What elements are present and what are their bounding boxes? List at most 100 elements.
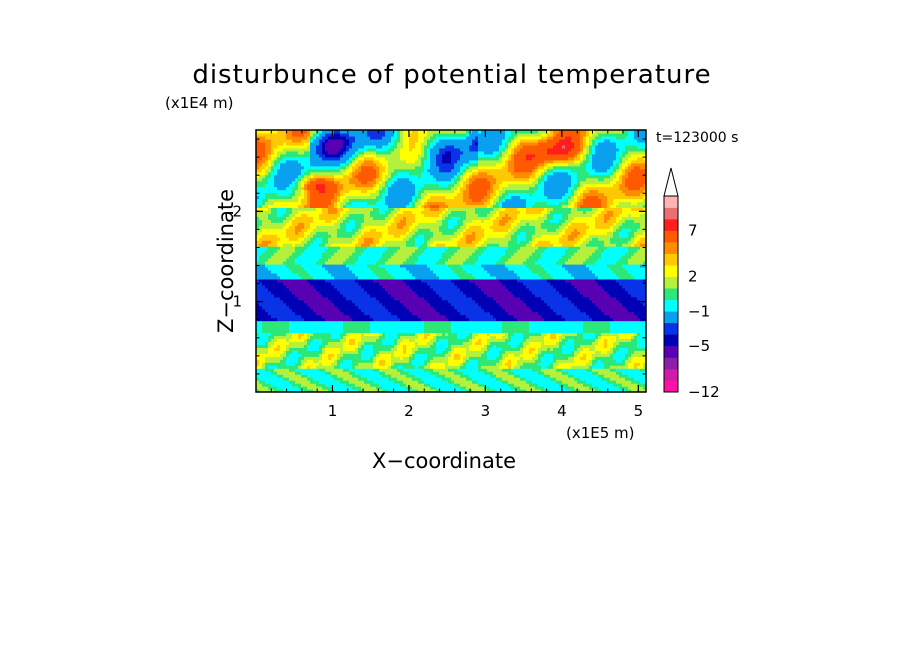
- field-cell: [433, 341, 437, 345]
- field-cell: [268, 380, 272, 384]
- field-cell: [601, 314, 605, 319]
- field-cell: [613, 281, 617, 286]
- field-cell: [550, 308, 554, 313]
- field-cell: [601, 350, 605, 354]
- field-cell: [616, 311, 620, 316]
- field-cell: [469, 383, 473, 387]
- field-cell: [448, 305, 452, 310]
- field-cell: [538, 347, 542, 351]
- field-cell: [496, 323, 500, 328]
- field-cell: [259, 320, 263, 325]
- field-cell: [271, 350, 275, 354]
- field-cell: [385, 368, 389, 372]
- field-cell: [493, 359, 497, 363]
- field-cell: [331, 359, 335, 363]
- field-cell: [625, 326, 629, 331]
- field-cell: [256, 356, 260, 360]
- field-cell: [592, 314, 596, 319]
- field-cell: [391, 323, 395, 328]
- field-cell: [454, 371, 458, 375]
- field-cell: [550, 299, 554, 304]
- field-cell: [394, 380, 398, 384]
- field-cell: [325, 374, 329, 378]
- field-cell: [343, 296, 347, 301]
- field-cell: [400, 317, 404, 322]
- field-cell: [403, 275, 407, 280]
- field-cell: [589, 332, 593, 337]
- field-cell: [517, 314, 521, 319]
- field-cell: [376, 338, 380, 342]
- field-cell: [502, 377, 506, 381]
- field-cell: [319, 299, 323, 304]
- field-cell: [304, 338, 308, 342]
- field-cell: [262, 383, 266, 387]
- field-cell: [283, 314, 287, 319]
- field-cell: [427, 293, 431, 298]
- field-cell: [598, 293, 602, 298]
- field-cell: [310, 284, 314, 289]
- field-cell: [583, 362, 587, 366]
- field-cell: [325, 305, 329, 310]
- field-cell: [358, 305, 362, 310]
- field-cell: [280, 323, 284, 328]
- field-cell: [508, 278, 512, 283]
- field-cell: [427, 359, 431, 363]
- field-cell: [421, 368, 425, 372]
- field-cell: [301, 329, 305, 334]
- field-cell: [514, 311, 518, 316]
- field-cell: [520, 317, 524, 322]
- field-cell: [280, 329, 284, 334]
- field-cell: [448, 329, 452, 334]
- field-cell: [382, 371, 386, 375]
- field-cell: [415, 386, 419, 390]
- field-cell: [412, 314, 416, 319]
- field-cell: [469, 296, 473, 301]
- field-cell: [265, 323, 269, 328]
- field-cell: [610, 320, 614, 325]
- field-cell: [433, 302, 437, 307]
- field-cell: [397, 281, 401, 286]
- field-cell: [340, 296, 344, 301]
- field-cell: [484, 281, 488, 286]
- field-cell: [634, 362, 638, 366]
- field-cell: [472, 335, 476, 340]
- field-cell: [412, 299, 416, 304]
- field-cell: [388, 338, 392, 342]
- field-cell: [475, 278, 479, 283]
- field-cell: [565, 368, 569, 372]
- field-cell: [376, 299, 380, 304]
- field-cell: [586, 371, 590, 375]
- field-cell: [403, 317, 407, 322]
- field-cell: [349, 326, 353, 331]
- field-cell: [517, 347, 521, 351]
- field-cell: [556, 338, 560, 342]
- field-cell: [574, 293, 578, 298]
- field-cell: [334, 353, 338, 357]
- field-cell: [634, 365, 638, 369]
- field-cell: [625, 302, 629, 307]
- field-cell: [580, 362, 584, 366]
- field-cell: [517, 317, 521, 322]
- field-cell: [553, 335, 557, 340]
- field-cell: [517, 386, 521, 390]
- field-cell: [286, 365, 290, 369]
- field-cell: [400, 281, 404, 286]
- field-cell: [322, 350, 326, 354]
- field-cell: [433, 308, 437, 313]
- field-cell: [574, 278, 578, 283]
- field-cell: [538, 359, 542, 363]
- field-cell: [592, 320, 596, 325]
- field-cell: [271, 380, 275, 384]
- field-cell: [310, 308, 314, 313]
- field-cell: [487, 314, 491, 319]
- field-cell: [286, 320, 290, 325]
- field-cell: [454, 308, 458, 313]
- field-cell: [484, 332, 488, 337]
- field-cell: [319, 293, 323, 298]
- field-cell: [382, 383, 386, 387]
- field-cell: [289, 275, 293, 280]
- field-cell: [430, 281, 434, 286]
- field-cell: [517, 338, 521, 342]
- field-cell: [403, 338, 407, 342]
- field-cell: [385, 326, 389, 331]
